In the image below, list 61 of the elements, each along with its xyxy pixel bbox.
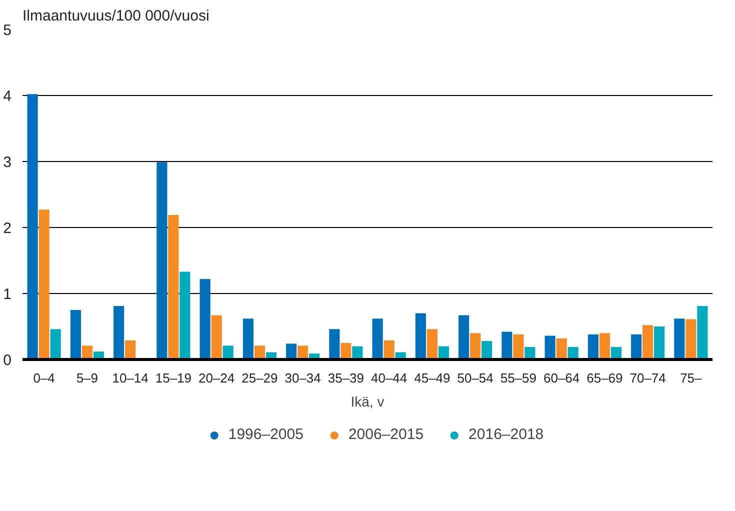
y-axis-title: Ilmaantuvuus/100 000/vuosi bbox=[22, 8, 210, 24]
bar bbox=[286, 344, 297, 360]
x-tick-label: 15–19 bbox=[155, 370, 192, 386]
x-tick-label: 30–34 bbox=[284, 370, 321, 386]
y-tick-label: 1 bbox=[3, 286, 12, 303]
bar bbox=[180, 272, 190, 360]
bar bbox=[329, 329, 340, 360]
bar bbox=[631, 334, 642, 360]
bar bbox=[599, 333, 610, 360]
x-tick-label: 50–54 bbox=[457, 370, 494, 386]
bar bbox=[340, 343, 352, 360]
x-axis-title: Ikä, v bbox=[350, 394, 384, 410]
bar bbox=[544, 336, 556, 360]
legend-label: 2006–2015 bbox=[348, 426, 424, 443]
x-tick-label: 25–29 bbox=[242, 370, 278, 386]
bar bbox=[384, 340, 394, 360]
bar bbox=[642, 325, 654, 360]
bar bbox=[114, 306, 124, 360]
bar bbox=[70, 310, 81, 360]
bar bbox=[372, 318, 383, 360]
x-tick-label: 55–59 bbox=[500, 370, 537, 386]
bar bbox=[211, 315, 222, 360]
bar bbox=[125, 340, 136, 360]
bar bbox=[686, 319, 696, 360]
x-tick-label: 45–49 bbox=[414, 370, 450, 386]
bar bbox=[458, 315, 470, 360]
bar bbox=[470, 333, 481, 360]
bar bbox=[156, 162, 168, 360]
bar bbox=[482, 341, 492, 360]
y-tick-label: 3 bbox=[3, 154, 12, 171]
x-tick-label: 5–9 bbox=[76, 370, 98, 386]
bar bbox=[588, 334, 598, 360]
legend-label: 1996–2005 bbox=[228, 426, 304, 443]
bar bbox=[556, 338, 567, 360]
bar bbox=[697, 306, 708, 360]
bar bbox=[674, 318, 685, 360]
y-tick-label: 0 bbox=[3, 352, 12, 369]
bar bbox=[200, 278, 210, 360]
x-tick-label: 60–64 bbox=[543, 370, 580, 386]
x-tick-label: 75– bbox=[680, 370, 703, 386]
y-tick-label: 4 bbox=[3, 88, 12, 105]
bar bbox=[168, 214, 179, 360]
bar bbox=[415, 313, 426, 360]
y-tick-label: 2 bbox=[3, 220, 12, 237]
legend-label: 2016–2018 bbox=[468, 426, 544, 443]
bar bbox=[38, 210, 50, 360]
x-tick-label: 40–44 bbox=[370, 370, 408, 386]
bar bbox=[27, 94, 38, 360]
bar bbox=[502, 332, 512, 360]
bar bbox=[242, 318, 254, 360]
x-tick-label: 10–14 bbox=[112, 370, 148, 386]
bar bbox=[50, 329, 61, 360]
x-tick-label: 65–69 bbox=[586, 370, 623, 386]
y-tick-label: 5 bbox=[3, 22, 12, 39]
bar bbox=[654, 326, 665, 360]
x-tick-label: 35–39 bbox=[328, 370, 364, 386]
x-tick-label: 0–4 bbox=[33, 370, 55, 386]
bar bbox=[513, 334, 524, 360]
x-tick-label: 70–74 bbox=[630, 370, 666, 386]
x-tick-label: 20–24 bbox=[198, 370, 235, 386]
bar bbox=[426, 329, 438, 360]
